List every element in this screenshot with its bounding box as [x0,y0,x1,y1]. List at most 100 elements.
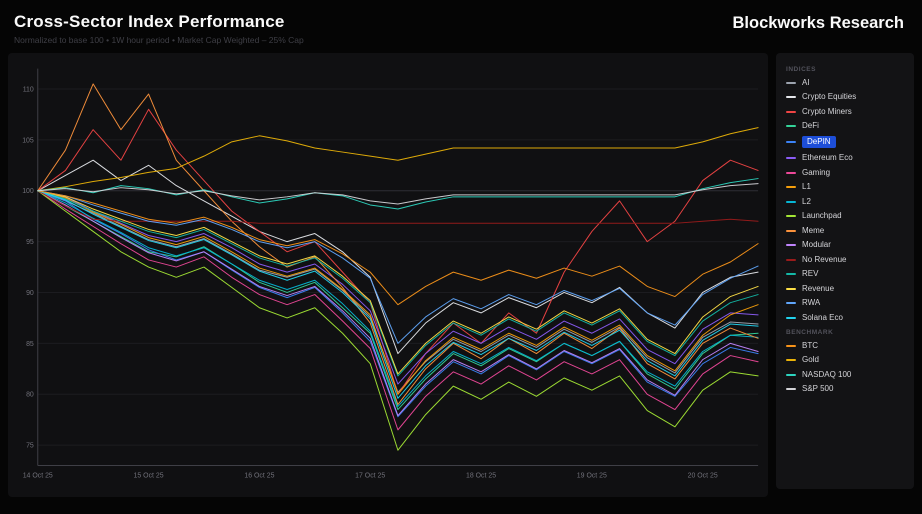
legend-item-gaming[interactable]: Gaming [786,168,904,177]
legend-item-crypto-equities[interactable]: Crypto Equities [786,93,904,102]
legend-item-label: NASDAQ 100 [802,369,852,379]
legend-item-l1[interactable]: L1 [786,183,904,192]
x-tick-label: 14 Oct 25 [23,472,53,479]
x-tick-label: 19 Oct 25 [577,472,607,479]
legend-item-label: S&P 500 [802,384,834,393]
legend-item-label: Modular [802,240,831,249]
legend-swatch [786,215,796,217]
legend-item-nasdaq-100[interactable]: NASDAQ 100 [786,370,904,379]
legend-item-launchpad[interactable]: Launchpad [786,212,904,221]
header: Cross-Sector Index Performance Normalize… [0,0,922,53]
chart-panel: 110 105 100 95 90 85 80 75 14 Oct 25 15 Oct 25 16 … [8,53,768,497]
legend-swatch [786,273,796,275]
series-line-ai[interactable] [37,190,759,393]
legend-item-label: L2 [802,196,811,206]
legend-item-label: L1 [802,182,811,191]
legend-item-label: Gold [802,355,819,364]
page-subtitle: Normalized to base 100 • 1W hour period … [14,35,304,45]
legend-item-depin[interactable]: DePIN [786,136,904,148]
legend-item-ethereum-eco[interactable]: Ethereum Eco [786,154,904,163]
x-tick-label: 18 Oct 25 [466,472,496,479]
series-line-gaming[interactable] [37,190,759,431]
line-chart[interactable]: 110 105 100 95 90 85 80 75 14 Oct 25 15 Oct 25 16 … [8,53,768,497]
series-line-rwa[interactable] [37,190,759,344]
title-block: Cross-Sector Index Performance Normalize… [14,12,304,45]
x-tick-label: 15 Oct 25 [134,472,164,479]
legend-swatch [786,287,796,290]
legend-group-label: BENCHMARK [786,329,834,336]
legend-item-gold[interactable]: Gold [786,356,904,365]
legend-item-label: DeFi [802,121,819,130]
legend-item-crypto-miners[interactable]: Crypto Miners [786,107,904,116]
legend-item-label: Solana Eco [802,312,843,322]
legend-item-label: DePIN [802,136,836,148]
series-line-l2[interactable] [37,190,759,407]
legend-group-label: INDICES [786,66,817,73]
legend-swatch [786,110,796,113]
legend-item-label: RWA [802,298,821,307]
legend-swatch [786,141,796,143]
legend-sidebar: INDICES AI Crypto Equities Crypto Miners DeF… [776,53,914,489]
series-line-depin[interactable] [37,190,759,418]
legend-item-ai[interactable]: AI [786,78,904,87]
series-line-gold[interactable] [37,127,759,192]
legend-item-btc[interactable]: BTC [786,341,904,350]
legend-swatch [786,229,796,232]
legend-swatch [786,244,796,246]
x-tick-label: 16 Oct 25 [244,472,274,479]
legend-item-s-p-500[interactable]: S&P 500 [786,385,904,394]
legend-item-revenue[interactable]: Revenue [786,284,904,293]
y-tick-label: 90 [26,290,34,297]
legend-swatch [786,359,796,361]
legend-swatch [786,186,796,188]
y-tick-label: 105 [22,137,34,144]
series-line-s-p-500[interactable] [37,183,759,205]
y-tick-label: 75 [26,443,34,450]
main-content: 110 105 100 95 90 85 80 75 14 Oct 25 15 Oct 25 16 … [0,53,922,497]
legend-item-label: BTC [802,340,818,350]
legend-item-defi[interactable]: DeFi [786,122,904,131]
series-line-revenue[interactable] [37,190,759,375]
page-title: Cross-Sector Index Performance [14,12,285,31]
legend-item-label: Ethereum Eco [802,153,853,162]
legend-item-modular[interactable]: Modular [786,241,904,250]
series-line-l1[interactable] [37,190,759,395]
x-tick-label: 20 Oct 25 [688,472,718,479]
series-line-modular[interactable] [37,190,759,417]
legend-item-meme[interactable]: Meme [786,226,904,235]
legend-item-rev[interactable]: REV [786,270,904,279]
legend-swatch [786,81,796,84]
series-line-rev[interactable] [37,190,759,377]
legend-item-rwa[interactable]: RWA [786,299,904,308]
legend-item-label: No Revenue [802,254,847,264]
series-line-launchpad[interactable] [37,190,759,451]
y-tick-label: 110 [23,86,34,93]
legend-item-label: Crypto Miners [802,106,852,116]
legend-item-label: Crypto Equities [802,92,857,101]
series-line-solana-eco[interactable] [37,190,759,399]
legend-item-label: Revenue [802,283,835,293]
legend-swatch [786,200,796,203]
legend-swatch [786,96,796,98]
legend-item-label: Gaming [802,167,831,177]
series-line-btc[interactable] [37,190,759,306]
legend-item-label: AI [802,77,810,87]
legend-item-solana-eco[interactable]: Solana Eco [786,313,904,322]
legend-swatch [786,388,796,390]
legend-item-label: Launchpad [802,211,842,220]
x-tick-label: 17 Oct 25 [355,472,385,479]
legend-swatch [786,302,796,304]
series-line-ethereum-eco[interactable] [37,190,759,385]
legend-item-l2[interactable]: L2 [786,197,904,206]
legend-item-label: Meme [802,225,825,235]
series-line-meme[interactable] [37,83,759,405]
legend-swatch [786,344,796,347]
legend-swatch [786,258,796,261]
y-tick-label: 95 [26,239,34,246]
legend-swatch [786,316,796,319]
series-line-no-revenue[interactable] [37,190,759,224]
brand-logo: Blockworks Research [732,14,904,32]
legend-item-no-revenue[interactable]: No Revenue [786,255,904,264]
y-tick-label: 80 [26,392,34,399]
legend-item-label: REV [802,269,819,278]
